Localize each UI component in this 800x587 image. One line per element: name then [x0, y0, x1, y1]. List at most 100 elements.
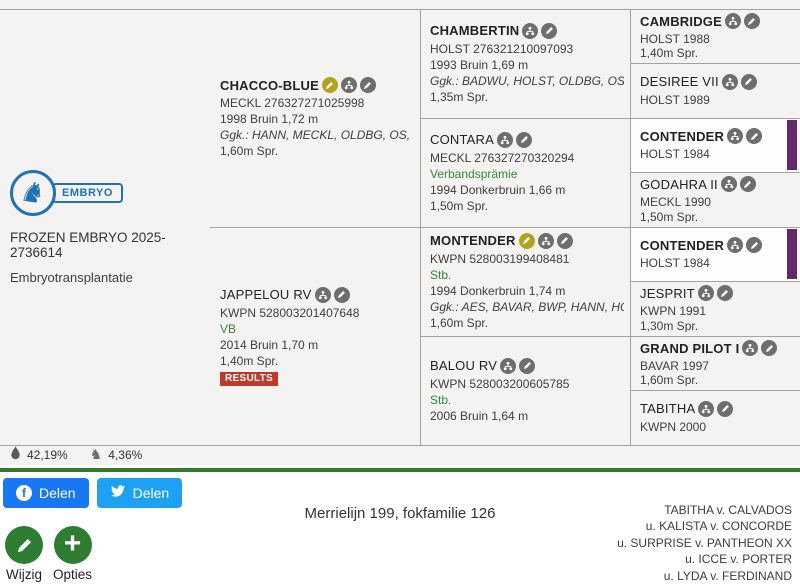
edit-pencil-icon[interactable]	[746, 128, 763, 144]
pedigree-cell-chambertin: CHAMBERTIN HOLST 276321210097093 1993 Br…	[420, 9, 630, 118]
sport-level: 1,30m Spr.	[640, 318, 699, 333]
results-badge[interactable]: RESULTS	[220, 371, 279, 386]
duplicate-ancestor-bar	[787, 229, 797, 279]
pedigree-tree-icon[interactable]	[720, 176, 737, 192]
subject-subtitle: Embryotransplantatie	[10, 269, 133, 285]
edit-pencil-icon[interactable]	[739, 176, 756, 192]
registration-number: KWPN 528003200605785	[430, 376, 570, 391]
pedigree-tree-icon[interactable]	[314, 286, 331, 303]
horse-name-link[interactable]: JAPPELOU RV	[220, 287, 312, 302]
horse-name-link[interactable]: DESIREE VII	[640, 74, 719, 89]
horse-name-link[interactable]: JESPRIT	[640, 285, 695, 301]
pedigree-cell-desiree-vii: DESIREE VII HOLST 1989	[630, 63, 800, 118]
motherline-item[interactable]: u. LYDA v. FERDINAND	[663, 568, 792, 583]
horse-name-link[interactable]: GRAND PILOT I	[640, 340, 740, 356]
pedigree-tree-icon[interactable]	[500, 357, 517, 374]
edit-pencil-icon[interactable]	[746, 237, 763, 253]
sport-level: 1,60m Spr.	[430, 315, 489, 330]
registration-number: HOLST 276321210097093	[430, 41, 574, 56]
registration-info: HOLST 1984	[640, 147, 710, 161]
pedigree-tree-icon[interactable]	[727, 237, 744, 253]
horse-name-link[interactable]: CHACCO-BLUE	[220, 77, 319, 93]
horse-name-link[interactable]: TABITHA	[640, 401, 696, 416]
registration-number: KWPN 528003201407648	[220, 305, 360, 320]
row-divider	[630, 172, 800, 173]
birth-info: 2014 Bruin 1,70 m	[220, 337, 319, 352]
facebook-share-button[interactable]: f Delen	[3, 478, 89, 508]
pedigree-tree-icon[interactable]	[724, 13, 741, 29]
edit-pencil-icon[interactable]	[740, 73, 757, 90]
horse-name-link[interactable]: BALOU RV	[430, 358, 498, 373]
registration-info: BAVAR 1997	[640, 359, 709, 372]
pedigree-table: ♞ EMBRYO FROZEN EMBRYO 2025-2736614 Embr…	[0, 0, 800, 465]
action-buttons: Wijzig + Opties	[5, 526, 92, 582]
pedigree-cell-contender-2: CONTENDER HOLST 1984	[630, 227, 800, 281]
gold-pencil-icon[interactable]	[321, 77, 338, 93]
edit-pencil-icon[interactable]	[516, 131, 532, 148]
twitter-share-button[interactable]: Delen	[96, 478, 183, 508]
pedigree-tree-icon[interactable]	[698, 400, 715, 417]
edit-pencil-icon[interactable]	[761, 340, 778, 356]
gold-pencil-icon[interactable]	[518, 232, 535, 249]
studbook-approvals: Ggk.: AES, BAVAR, BWP, HANN, HOLST, KW..…	[430, 299, 624, 314]
blood-stats-bar: 42,19% ♞ 4,36%	[0, 446, 800, 463]
pedigree-tree-icon[interactable]	[340, 77, 357, 93]
horse-name-link[interactable]: MONTENDER	[430, 233, 516, 248]
green-divider	[0, 468, 800, 472]
horse-name-link[interactable]: GODAHRA II	[640, 176, 718, 192]
motherline-item[interactable]: u. KALISTA v. CONCORDE	[645, 519, 792, 534]
horse-name-link[interactable]: CONTENDER	[640, 128, 725, 144]
registration-info: HOLST 1984	[640, 256, 710, 270]
sport-level: 1,50m Spr.	[640, 209, 699, 224]
edit-pencil-icon[interactable]	[333, 286, 350, 303]
studbook-approvals: Ggk.: HANN, MECKL, OLDBG, OS, RHEIN, SF.…	[220, 128, 414, 142]
pedigree-tree-icon[interactable]	[497, 131, 513, 148]
birth-info: 1993 Bruin 1,69 m	[430, 57, 529, 72]
horse-percentage: 4,36%	[108, 447, 143, 462]
pedigree-tree-icon[interactable]	[522, 22, 539, 39]
edit-pencil-icon[interactable]	[743, 13, 760, 29]
pedigree-cell-tabitha: TABITHA KWPN 2000	[630, 390, 800, 445]
edit-pencil-icon[interactable]	[359, 77, 376, 93]
horse-icon: ♞	[89, 446, 103, 463]
horse-name-link[interactable]: CONTARA	[430, 132, 494, 147]
pedigree-cell-grand-pilot-i: GRAND PILOT I BAVAR 1997 1,60m Spr.	[630, 336, 800, 390]
studbook-status: Stb.	[430, 392, 452, 407]
options-button[interactable]: + Opties	[53, 526, 93, 582]
row-divider	[630, 390, 800, 391]
footer-area: f Delen Delen Merrielijn 199, fokfamilie…	[0, 472, 800, 587]
motherline-item[interactable]: TABITHA v. CALVADOS	[664, 503, 792, 517]
studbook-status: Verbandsprämie	[430, 166, 518, 181]
pedigree-tree-icon[interactable]	[697, 285, 714, 301]
pedigree-tree-icon[interactable]	[742, 340, 759, 356]
horse-name-link[interactable]: CAMBRIDGE	[640, 13, 722, 29]
table-border-top	[0, 9, 800, 10]
table-border-bottom	[0, 445, 800, 446]
edit-pencil-icon[interactable]	[519, 357, 536, 374]
birth-info: 1994 Donkerbruin 1,66 m	[430, 182, 566, 197]
studbook-status: VB	[220, 321, 237, 336]
embryo-logo-tag: EMBRYO	[52, 182, 123, 203]
edit-pencil-icon[interactable]	[717, 400, 734, 417]
pedigree-tree-icon[interactable]	[727, 128, 744, 144]
edit-pencil-icon[interactable]	[716, 285, 733, 301]
pedigree-cell-balou-rv: BALOU RV KWPN 528003200605785 Stb. 2006 …	[420, 336, 630, 445]
edit-pencil-icon[interactable]	[541, 22, 558, 39]
motherline-item[interactable]: u. ICCE v. PORTER	[685, 552, 792, 567]
edit-button[interactable]: Wijzig	[5, 526, 43, 582]
motherline-item[interactable]: u. SURPRISE v. PANTHEON XX	[617, 535, 792, 550]
subject-cell: ♞ EMBRYO FROZEN EMBRYO 2025-2736614 Embr…	[0, 9, 210, 445]
plus-icon: +	[53, 526, 92, 564]
registration-number: MECKL 276327271025998	[220, 96, 365, 110]
pedigree-tree-icon[interactable]	[537, 232, 554, 249]
edit-pencil-icon[interactable]	[556, 232, 573, 249]
horse-name-link[interactable]: CHAMBERTIN	[430, 23, 520, 38]
horse-name-link[interactable]: CONTENDER	[640, 237, 725, 253]
row-divider	[210, 227, 800, 228]
pedigree-tree-icon[interactable]	[721, 73, 738, 90]
pedigree-cell-jappelou-rv: JAPPELOU RV KWPN 528003201407648 VB 2014…	[210, 227, 420, 445]
row-divider	[420, 118, 800, 119]
row-divider	[630, 281, 800, 282]
pedigree-cell-godahra-ii: GODAHRA II MECKL 1990 1,50m Spr.	[630, 172, 800, 227]
duplicate-ancestor-bar	[787, 120, 797, 170]
